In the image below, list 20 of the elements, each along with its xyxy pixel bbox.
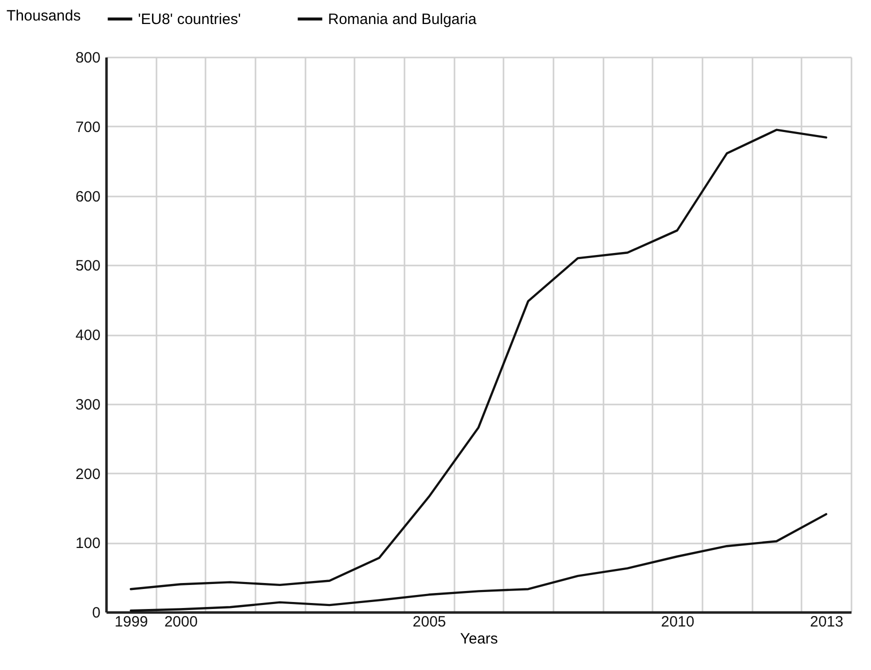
line-series [130,128,828,590]
y-tick-label: 800 [75,50,100,66]
y-tick-label: 600 [75,188,100,206]
x-tick-label: 2013 [810,614,844,630]
y-tick-label: 700 [75,118,100,136]
legend-label: 'EU8' countries' [138,11,241,28]
x-tick-label: 2005 [412,614,446,630]
y-tick-label: 300 [75,396,100,414]
x-tick-label: 1999 [114,614,148,630]
line-series [130,513,828,612]
legend-label: Romania and Bulgaria [328,11,478,28]
x-tick-label: 2010 [660,614,694,630]
x-tick-label: 2000 [164,614,198,630]
y-tick-label: 100 [75,535,100,552]
x-axis-title: Years [460,630,498,648]
y-axis-title: Thousands [6,8,81,24]
y-tick-label: 500 [75,258,100,275]
y-tick-label: 400 [75,327,100,344]
y-tick-label: 200 [75,466,100,483]
y-tick-label: 0 [92,604,100,622]
